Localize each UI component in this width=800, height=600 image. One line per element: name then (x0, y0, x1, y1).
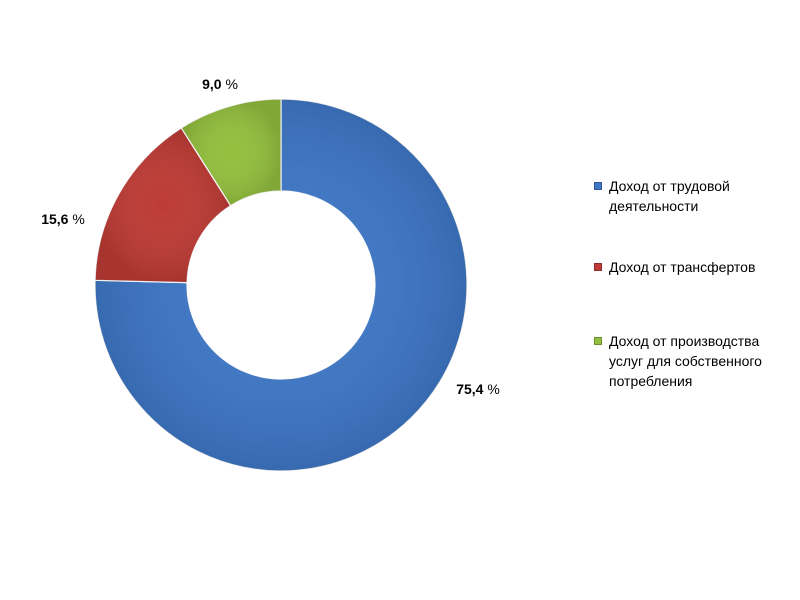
data-label-labor-income-value: 75,4 (456, 381, 483, 397)
legend-label-line: Доход от трансфертов (609, 259, 756, 275)
data-label-labor-income-unit: % (483, 381, 499, 397)
data-label-labor-income: 75,4 % (456, 381, 500, 397)
legend-item-transfers-income: Доход от трансфертов (594, 257, 794, 277)
legend-label-line: потребления (609, 373, 693, 389)
slice-transfers-income-shading (95, 127, 231, 283)
legend-swatch-transfers-income (594, 263, 602, 271)
data-label-transfers-income-value: 15,6 (41, 211, 68, 227)
legend-label-line: услуг для собственного (609, 353, 762, 369)
slice-own-services-income-shading (181, 99, 281, 206)
data-label-transfers-income: 15,6 % (41, 211, 85, 227)
data-label-transfers-income-unit: % (68, 211, 84, 227)
data-labels: 75,4 %15,6 %9,0 % (41, 76, 500, 397)
data-label-own-services-income: 9,0 % (202, 76, 238, 92)
donut-slices (94, 98, 468, 472)
data-label-own-services-income-unit: % (222, 76, 238, 92)
data-label-own-services-income-value: 9,0 (202, 76, 222, 92)
legend-label-line: деятельности (609, 198, 699, 214)
legend-label-line: Доход от производства (609, 333, 760, 349)
legend-swatch-labor-income (594, 182, 602, 190)
slice-labor-income-shading (95, 99, 467, 471)
legend-swatch-own-services-income (594, 337, 602, 345)
legend-item-own-services-income: Доход от производства услуг для собствен… (594, 331, 794, 391)
legend-label-line: Доход от трудовой (609, 178, 730, 194)
legend-item-labor-income: Доход от трудовой деятельности (594, 176, 794, 216)
